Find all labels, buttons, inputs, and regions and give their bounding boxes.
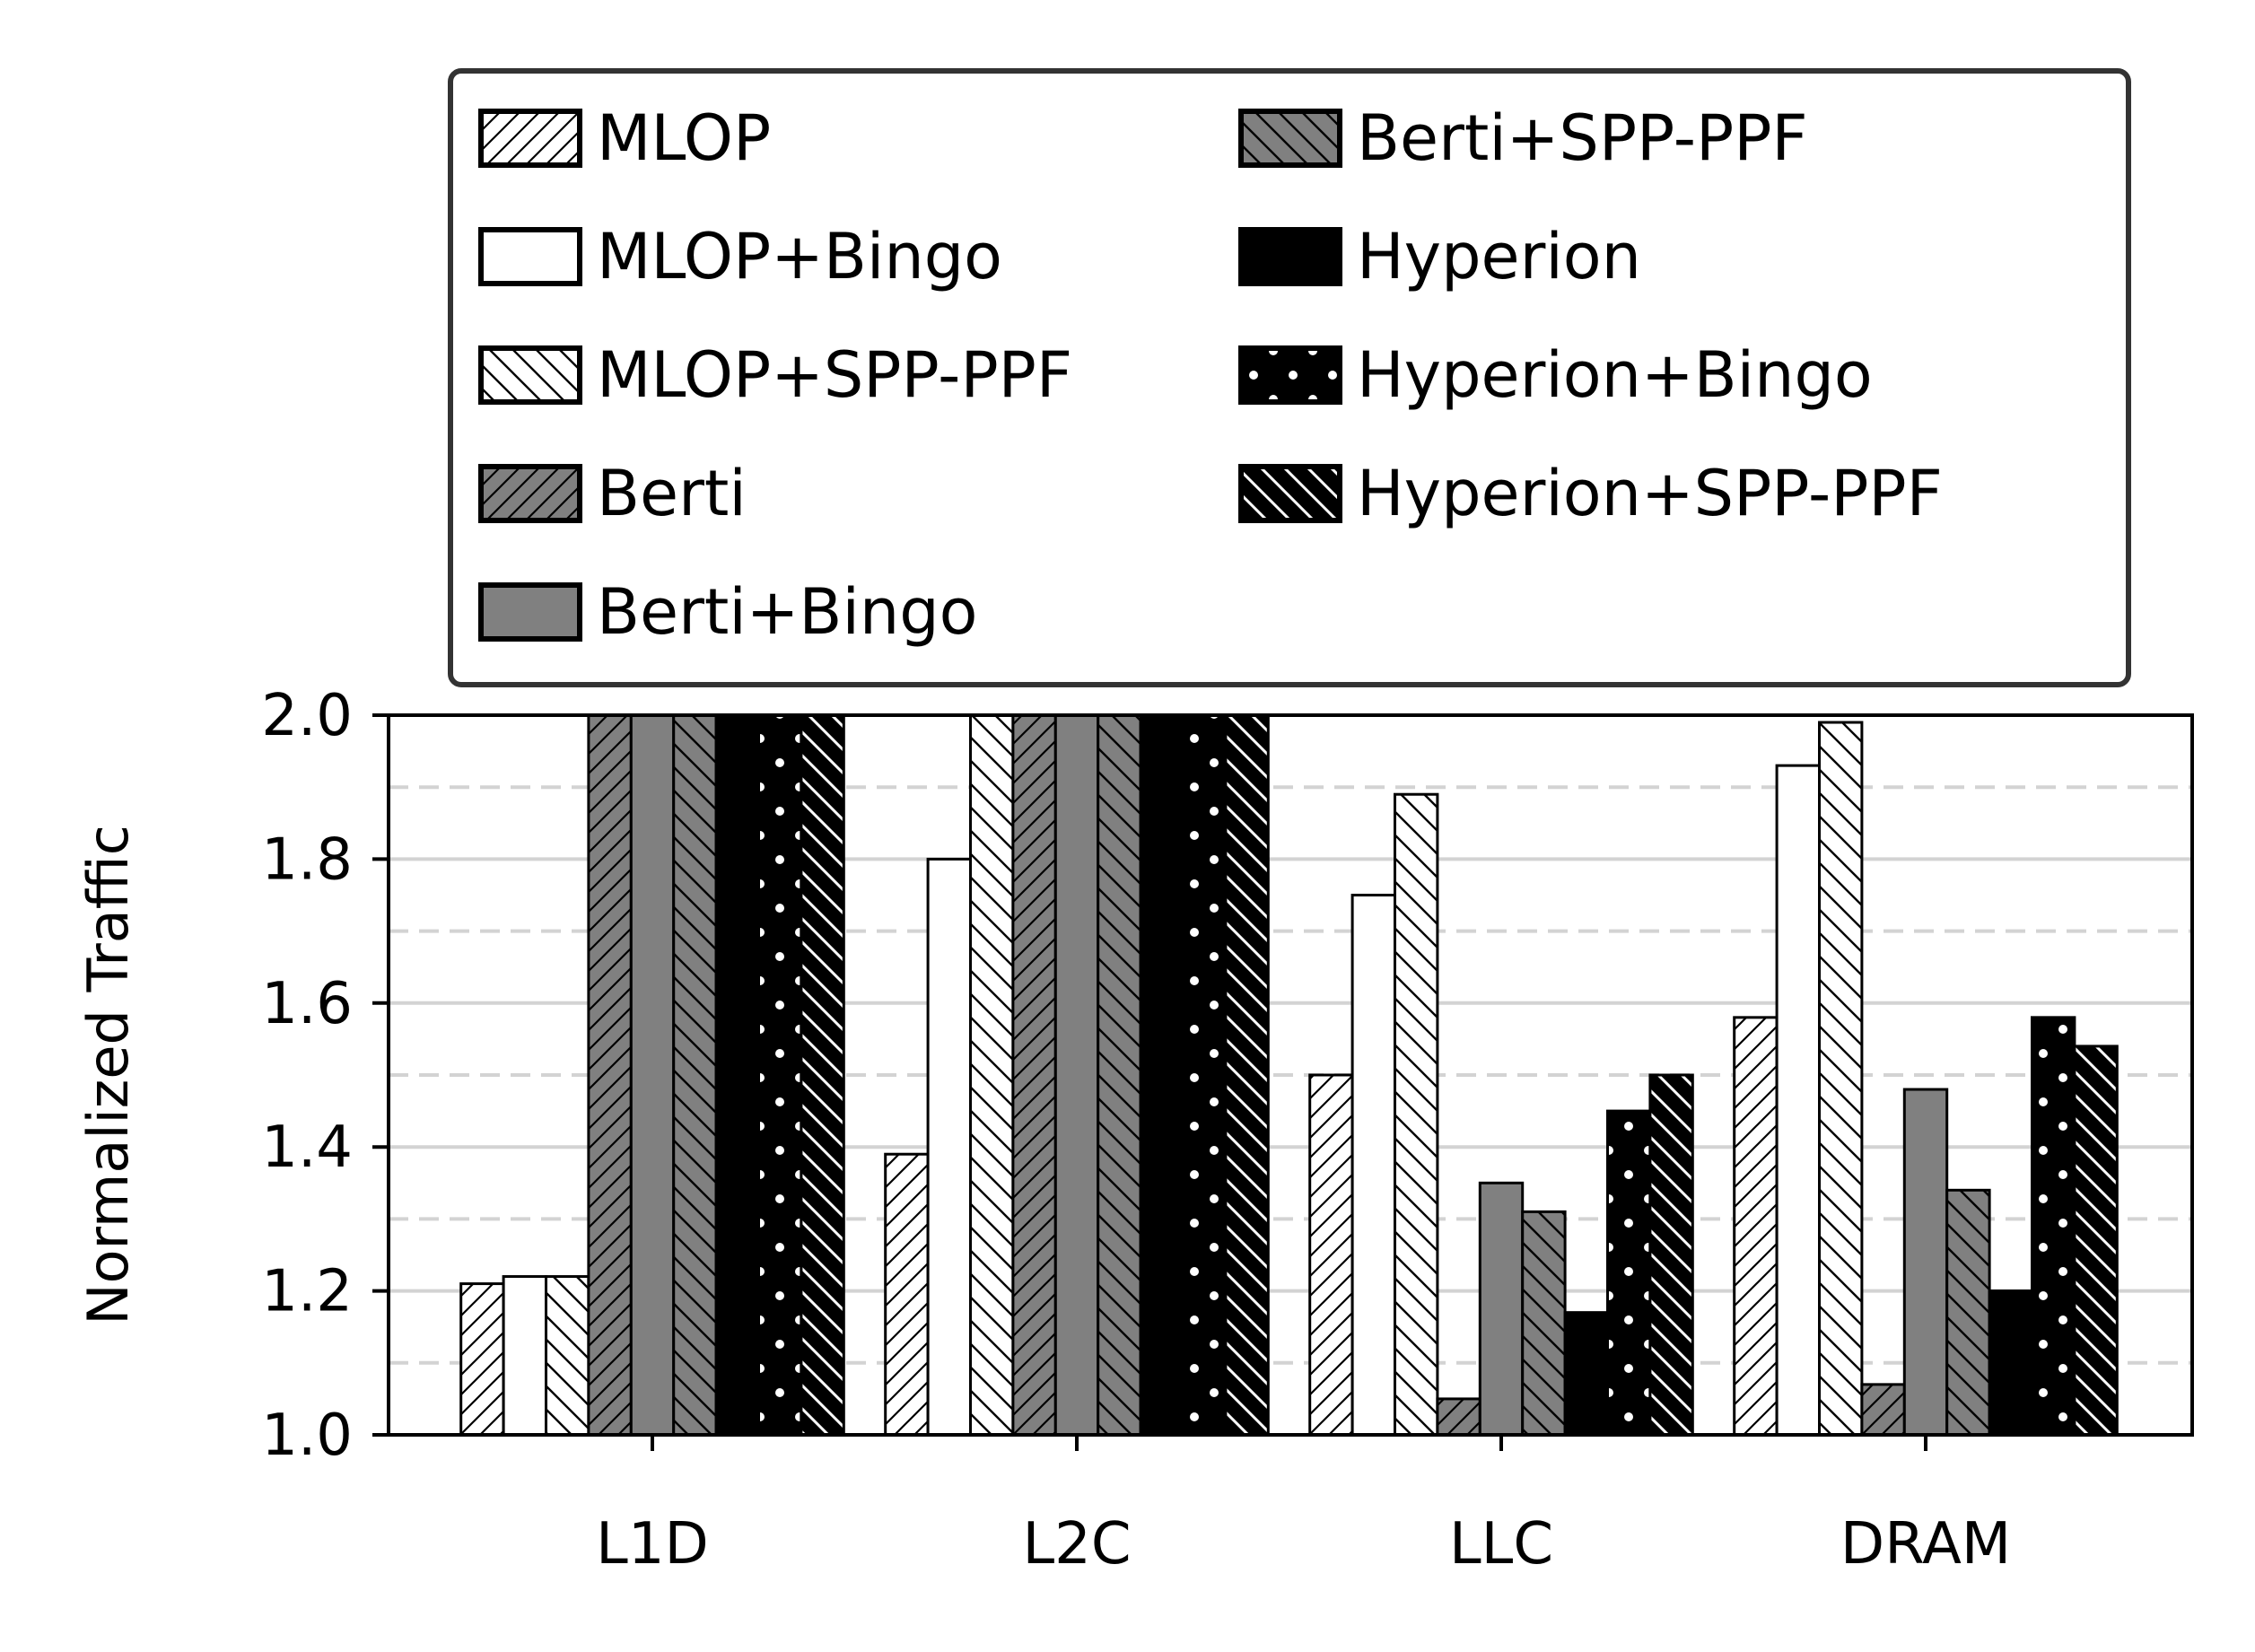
y-tick-label: 1.8 (261, 826, 353, 893)
legend-swatch-hyperion-plus-bingo-edge (1238, 345, 1342, 405)
legend-swatch-mlop-plus-spp-ppf-edge (478, 345, 582, 405)
bar-hyperion-l1d (716, 715, 759, 1435)
bar-berti-plus-bingo-llc (1480, 1183, 1523, 1435)
legend-swatch-mlop-plus-bingo-edge (478, 227, 582, 286)
legend: MLOP MLOP+Bingo MLOP+SPP-PPF Berti Berti+Bin… (448, 68, 2131, 687)
bar-berti-dram-hatch (1861, 1384, 1905, 1435)
legend-label-hyperion-plus-spp-ppf: Hyperion+SPP-PPF (1357, 457, 1943, 530)
bar-hyperion-l2c (1141, 715, 1184, 1435)
legend-swatch-mlop-edge (478, 109, 582, 168)
bar-hyperion-llc (1565, 1312, 1608, 1435)
bar-mlop-plus-spp-ppf-l2c-hatch (970, 715, 1013, 1435)
bar-berti-plus-bingo-dram (1904, 1089, 1947, 1435)
legend-swatch-berti-hatch (481, 467, 580, 520)
legend-label-berti: Berti (597, 457, 747, 530)
bar-mlop-plus-bingo-dram (1777, 765, 1820, 1435)
bar-berti-plus-spp-ppf-llc-hatch (1522, 1211, 1566, 1435)
y-tick-label: 1.4 (261, 1114, 353, 1181)
bar-mlop-plus-bingo-l1d (503, 1276, 546, 1435)
x-tick-label: LLC (1449, 1511, 1553, 1578)
y-tick-label: 1.0 (261, 1403, 353, 1469)
legend-swatch-hyperion (1241, 230, 1340, 284)
legend-swatch-berti-plus-bingo-edge (478, 582, 582, 642)
legend-swatch-hyperion-plus-bingo-hatch (1241, 348, 1340, 402)
bar-mlop-dram-hatch (1734, 1017, 1778, 1435)
bar-hyperion-plus-spp-ppf-l2c-hatch (1225, 715, 1269, 1435)
bar-hyperion-plus-spp-ppf-llc-hatch (1649, 1075, 1693, 1435)
y-tick-label: 1.6 (261, 971, 353, 1037)
x-tick-label: DRAM (1840, 1511, 2011, 1578)
legend-label-berti-plus-spp-ppf: Berti+SPP-PPF (1357, 101, 1808, 175)
bar-mlop-plus-bingo-llc (1352, 895, 1395, 1435)
bar-mlop-plus-spp-ppf-l1d-hatch (546, 1276, 589, 1435)
legend-label-mlop-plus-bingo: MLOP+Bingo (597, 220, 1002, 293)
bar-mlop-l2c-hatch (885, 1154, 929, 1435)
bar-hyperion-plus-bingo-llc-hatch (1607, 1111, 1650, 1435)
bar-hyperion-plus-bingo-l2c-hatch (1183, 715, 1226, 1435)
plot-frame (387, 713, 2194, 1437)
legend-label-hyperion-plus-bingo: Hyperion+Bingo (1357, 338, 1873, 412)
legend-swatch-mlop-hatch (481, 111, 580, 165)
plot-area (387, 713, 2194, 1437)
x-tick-label: L1D (596, 1511, 709, 1578)
legend-swatch-hyperion-plus-spp-ppf-hatch (1241, 467, 1340, 520)
legend-label-berti-plus-bingo: Berti+Bingo (597, 575, 978, 649)
bar-hyperion-plus-bingo-dram-hatch (2032, 1017, 2075, 1435)
legend-label-hyperion: Hyperion (1357, 220, 1641, 293)
legend-swatch-berti-edge (478, 464, 582, 523)
legend-swatch-berti-plus-bingo (481, 585, 580, 639)
bar-berti-llc-hatch (1437, 1398, 1481, 1435)
legend-label-mlop: MLOP (597, 101, 771, 175)
legend-label-mlop-plus-spp-ppf: MLOP+SPP-PPF (597, 338, 1072, 412)
bar-mlop-llc-hatch (1309, 1075, 1353, 1435)
bar-berti-l1d-hatch (588, 715, 632, 1435)
legend-swatch-mlop-plus-spp-ppf-hatch (481, 348, 580, 402)
bar-hyperion-plus-spp-ppf-dram-hatch (2074, 1045, 2118, 1435)
legend-swatch-berti-plus-spp-ppf-edge (1238, 109, 1342, 168)
bar-hyperion-dram (1989, 1290, 2032, 1435)
legend-swatch-hyperion-edge (1238, 227, 1342, 286)
y-axis-label: Normalized Traffic (75, 825, 141, 1325)
y-tick-label: 1.2 (261, 1259, 353, 1325)
bar-berti-plus-spp-ppf-dram-hatch (1946, 1190, 1990, 1435)
bar-berti-plus-spp-ppf-l1d-hatch (673, 715, 717, 1435)
bar-mlop-l1d-hatch (460, 1283, 504, 1435)
legend-swatch-hyperion-plus-spp-ppf-edge (1238, 464, 1342, 523)
y-tick-label: 2.0 (261, 683, 353, 749)
bar-mlop-plus-spp-ppf-llc-hatch (1394, 794, 1438, 1435)
legend-swatch-mlop-plus-bingo (481, 230, 580, 284)
legend-swatch-berti-plus-spp-ppf-hatch (1241, 111, 1340, 165)
bar-hyperion-plus-spp-ppf-l1d-hatch (800, 715, 844, 1435)
bar-berti-l2c-hatch (1012, 715, 1056, 1435)
x-axis: L1D L2C LLC DRAM (596, 1435, 2011, 1578)
bar-mlop-plus-spp-ppf-dram-hatch (1819, 722, 1862, 1435)
bar-berti-plus-spp-ppf-l2c-hatch (1097, 715, 1141, 1435)
bar-hyperion-plus-bingo-l1d-hatch (758, 715, 801, 1435)
bar-berti-plus-bingo-l2c (1055, 715, 1098, 1435)
y-axis: 1.0 1.2 1.4 1.6 1.8 2.0 (261, 683, 389, 1469)
bar-mlop-plus-bingo-l2c (928, 859, 971, 1435)
bar-berti-plus-bingo-l1d (631, 715, 674, 1435)
x-tick-label: L2C (1022, 1511, 1131, 1578)
